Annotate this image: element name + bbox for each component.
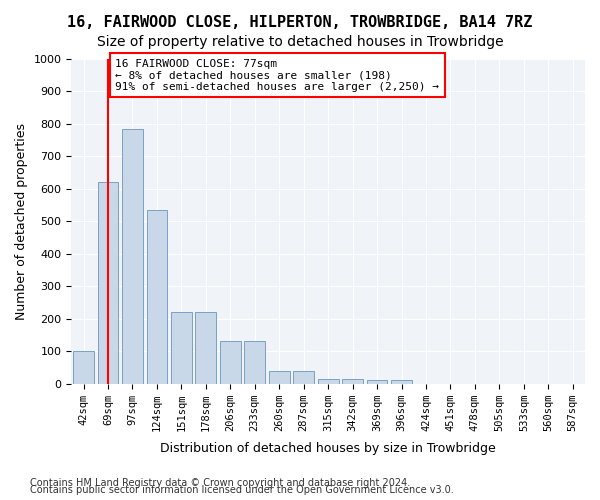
Bar (196, 312, 216, 384)
Bar (342, 379, 363, 384)
Bar (318, 379, 338, 384)
Text: 16 FAIRWOOD CLOSE: 77sqm
← 8% of detached houses are smaller (198)
91% of semi-d: 16 FAIRWOOD CLOSE: 77sqm ← 8% of detache… (115, 58, 439, 92)
Bar (367, 380, 388, 384)
Text: Contains HM Land Registry data © Crown copyright and database right 2024.: Contains HM Land Registry data © Crown c… (30, 478, 410, 488)
Bar (122, 129, 143, 384)
Bar (391, 380, 412, 384)
Bar (220, 342, 241, 384)
Text: 16, FAIRWOOD CLOSE, HILPERTON, TROWBRIDGE, BA14 7RZ: 16, FAIRWOOD CLOSE, HILPERTON, TROWBRIDG… (67, 15, 533, 30)
X-axis label: Distribution of detached houses by size in Trowbridge: Distribution of detached houses by size … (160, 442, 496, 455)
Y-axis label: Number of detached properties: Number of detached properties (15, 123, 28, 320)
Bar (293, 370, 314, 384)
Bar (269, 370, 290, 384)
Bar (98, 182, 118, 384)
Text: Size of property relative to detached houses in Trowbridge: Size of property relative to detached ho… (97, 35, 503, 49)
Text: Contains public sector information licensed under the Open Government Licence v3: Contains public sector information licen… (30, 485, 454, 495)
Bar (244, 342, 265, 384)
Bar (73, 351, 94, 384)
Bar (146, 210, 167, 384)
Bar (171, 312, 192, 384)
